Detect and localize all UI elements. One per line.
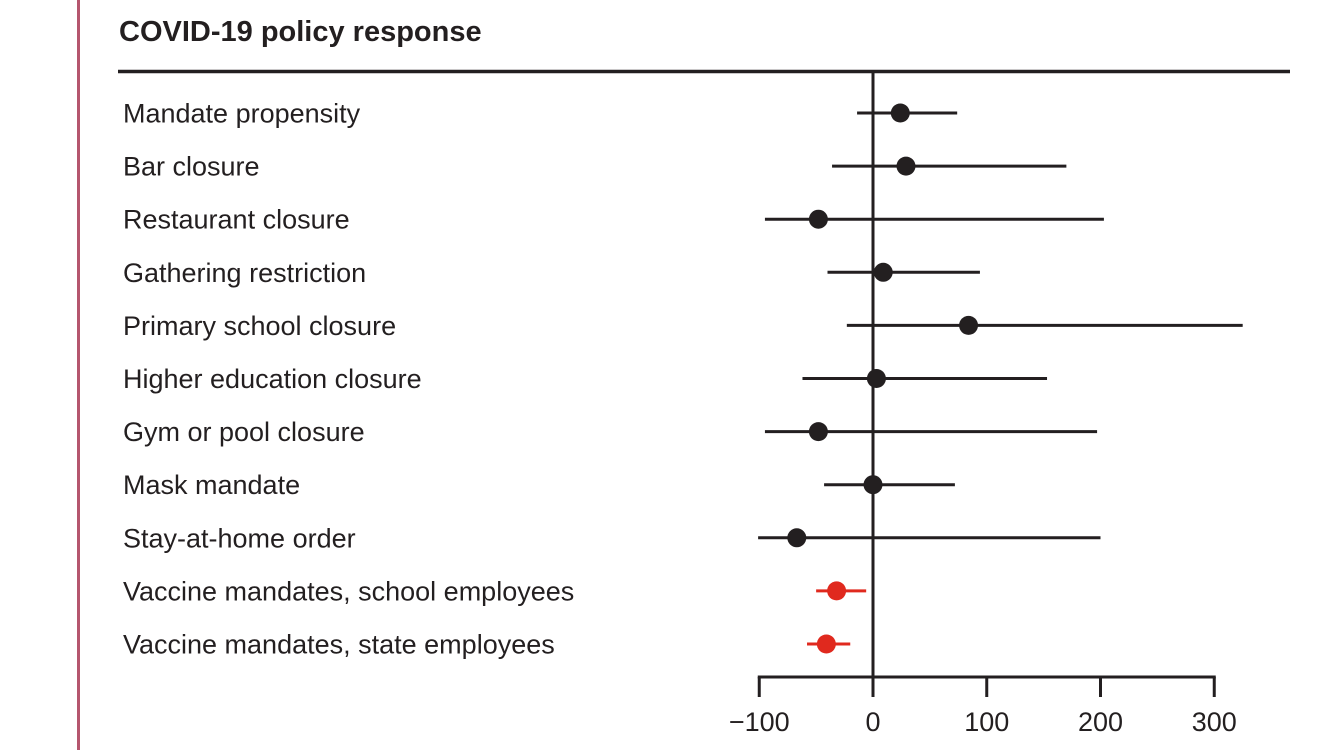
- estimate-dot: [827, 581, 847, 601]
- row-label: Bar closure: [123, 152, 260, 182]
- x-tick-label: 100: [964, 707, 1009, 737]
- estimate-dot: [959, 315, 979, 335]
- row-label: Mask mandate: [123, 470, 300, 500]
- estimate-dot: [866, 369, 886, 388]
- row-label: Gathering restriction: [123, 258, 366, 288]
- figure-title: COVID-19 policy response: [119, 16, 482, 48]
- row-label: Vaccine mandates, state employees: [123, 630, 555, 660]
- row-label: Stay-at-home order: [123, 523, 356, 553]
- estimate-dot: [816, 634, 836, 654]
- row-label: Restaurant closure: [123, 205, 350, 235]
- estimate-dot: [890, 103, 910, 123]
- estimate-dot: [896, 156, 916, 176]
- row-label: Gym or pool closure: [123, 417, 365, 447]
- x-tick-label: 300: [1192, 707, 1237, 737]
- x-tick-label: −100: [729, 707, 790, 737]
- estimate-dot: [808, 209, 828, 229]
- left-margin-rule: [77, 0, 80, 750]
- row-label: Primary school closure: [123, 311, 396, 341]
- x-tick-label: 0: [865, 707, 880, 737]
- estimate-dot: [787, 528, 807, 548]
- estimate-dot: [808, 422, 828, 442]
- estimate-dot: [863, 475, 883, 495]
- estimate-dot: [873, 262, 893, 282]
- row-label: Mandate propensity: [123, 99, 361, 129]
- row-label: Higher education closure: [123, 364, 422, 394]
- row-label: Vaccine mandates, school employees: [123, 576, 574, 606]
- x-tick-label: 200: [1078, 707, 1123, 737]
